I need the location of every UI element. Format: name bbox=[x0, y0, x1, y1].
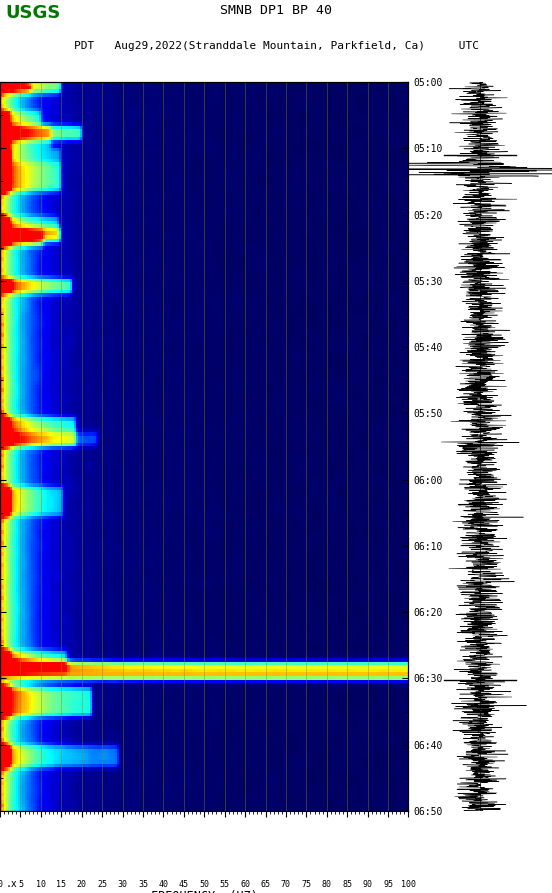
X-axis label: FREQUENCY  (HZ): FREQUENCY (HZ) bbox=[151, 890, 258, 893]
Text: SMNB DP1 BP 40: SMNB DP1 BP 40 bbox=[220, 4, 332, 17]
Text: PDT   Aug29,2022(Stranddale Mountain, Parkfield, Ca)     UTC: PDT Aug29,2022(Stranddale Mountain, Park… bbox=[73, 41, 479, 51]
Text: USGS: USGS bbox=[6, 4, 61, 22]
Text: .x: .x bbox=[6, 879, 17, 889]
